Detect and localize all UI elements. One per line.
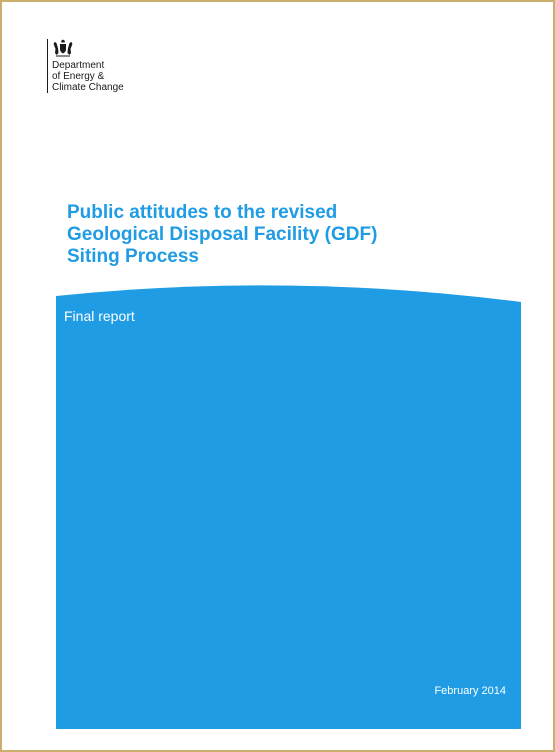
department-name-line-1: Department — [52, 60, 105, 71]
report-title-line-2: Geological Disposal Facility (GDF) — [67, 224, 378, 245]
blue-wave-shape — [56, 285, 521, 729]
report-title-line-3: Siting Process — [67, 246, 199, 267]
royal-coat-of-arms-icon — [53, 39, 73, 57]
department-name-line-3: Climate Change — [52, 82, 124, 93]
department-name-line-2: of Energy & — [52, 71, 105, 82]
report-title: Public attitudes to the revised Geologic… — [67, 202, 507, 268]
report-title-line-1: Public attitudes to the revised — [67, 202, 338, 223]
department-logo: Department of Energy & Climate Change — [47, 39, 124, 93]
cover-blue-panel — [56, 284, 521, 729]
publication-date: February 2014 — [434, 685, 506, 697]
report-subtitle: Final report — [64, 308, 135, 324]
